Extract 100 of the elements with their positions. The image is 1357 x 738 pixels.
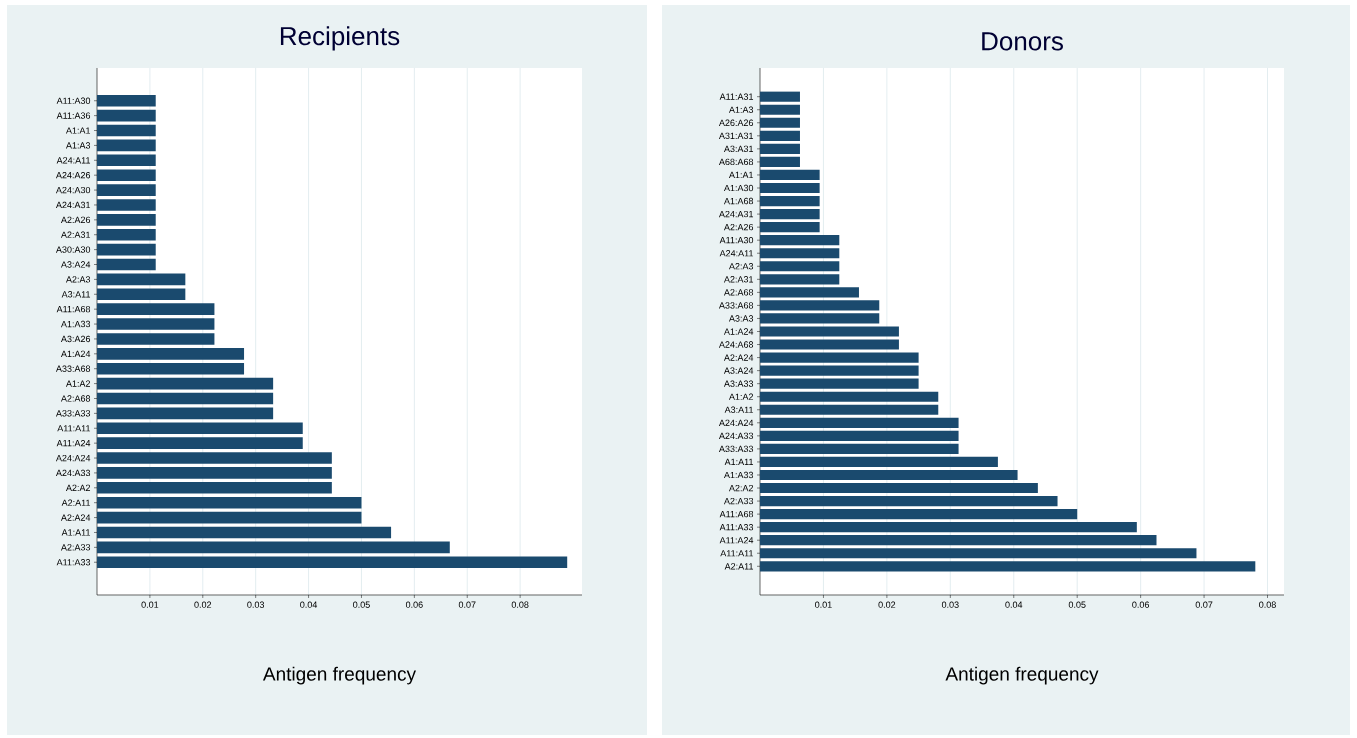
bar [760,91,800,102]
y-tick-label: A2:A33 [723,497,754,505]
y-tick-label: A11:A31 [719,93,754,100]
y-tick-label: A33:A33 [55,410,91,417]
x-tick-label: 0.07 [458,601,476,608]
y-tick-label: A31:A31 [718,132,754,140]
y-tick-label: A3:A11 [724,406,754,413]
y-tick-label: A2:A3 [728,263,754,270]
y-tick-label: A3:A11 [61,291,91,298]
y-tick-label: A33:A33 [718,445,754,453]
y-tick-label: A1:A33 [723,471,754,479]
bar [760,469,1018,481]
bar [760,117,800,128]
y-tick-label: A1:A30 [723,184,754,192]
y-tick-label: A11:A30 [719,236,754,244]
x-tick-label: 0.02 [194,601,212,608]
y-tick-label: A24:A33 [55,469,91,477]
y-tick-label: A2:A26 [60,216,91,224]
bar [97,124,156,137]
y-tick-label: A1:A1 [728,171,754,179]
x-tick-label: 0.04 [300,601,318,608]
y-tick-label: A33:A68 [55,365,91,372]
x-tick-label: 0.01 [815,601,832,608]
y-tick-label: A2:A2 [65,484,91,491]
y-tick-label: A24:A30 [55,186,91,194]
bar [97,392,274,405]
bar [97,303,215,315]
y-tick-label: A1:A24 [60,350,91,357]
y-tick-label: A11:A24 [56,440,91,447]
x-tick-label: 0.07 [1195,601,1213,608]
x-tick-label: 0.05 [1068,601,1086,608]
y-tick-label: A2:A24 [60,514,91,521]
x-axis-title: Antigen frequency [262,666,417,685]
bar [760,287,859,298]
bar [760,182,820,194]
y-tick-label: A11:A68 [56,305,91,313]
y-tick-label: A2:A11 [724,563,754,570]
y-tick-label: A1:A24 [723,328,754,335]
y-tick-label: A3:A31 [723,145,754,153]
bar [760,130,800,141]
y-tick-label: A30:A30 [55,246,91,253]
y-tick-label: A68:A68 [718,158,754,166]
y-tick-label: A3:A24 [723,367,754,374]
bar [97,109,156,122]
y-tick-label: A24:A11 [719,250,754,257]
y-tick-label: A3:A24 [60,261,91,268]
y-tick-label: A33:A68 [718,302,754,309]
y-tick-label: A11:A24 [719,537,754,544]
y-tick-label: A1:A2 [728,393,754,400]
bar [97,184,156,196]
bar [760,300,880,311]
y-tick-label: A1:A1 [65,127,91,134]
y-tick-label: A11:A11 [720,550,754,557]
bar [760,274,840,285]
bar [97,288,186,301]
bar [760,248,840,259]
bar [97,407,274,420]
y-tick-label: A24:A24 [55,454,91,462]
bar [760,495,1058,507]
bar [760,313,880,324]
bar [97,467,332,479]
bar [760,156,800,167]
x-tick-label: 0.08 [1259,601,1276,608]
x-tick-label: 0.03 [941,601,959,608]
y-tick-label: A1:A3 [65,142,91,149]
bar [760,352,919,363]
bar [760,417,959,428]
y-tick-label: A11:A33 [56,559,91,566]
y-tick-label: A11:A11 [57,425,91,432]
bar [760,522,1137,533]
y-tick-label: A24:A33 [718,432,754,440]
y-tick-label: A2:A24 [723,354,754,361]
y-tick-label: A3:A33 [723,380,754,387]
y-tick-label: A2:A31 [723,276,754,283]
bar [97,437,303,449]
x-tick-label: 0.06 [1132,601,1149,608]
y-tick-label: A11:A36 [56,112,91,119]
bar [97,258,156,271]
bar [97,452,332,464]
y-tick-label: A24:A31 [55,201,91,209]
y-tick-label: A2:A68 [60,395,91,402]
x-tick-label: 0.05 [353,601,370,608]
bar [97,348,245,360]
x-tick-label: 0.02 [878,601,896,608]
y-tick-label: A2:A3 [65,276,91,283]
bar [97,556,568,569]
y-tick-label: A3:A26 [60,335,91,343]
bar [760,143,800,154]
bar [760,443,959,454]
bar [760,104,800,115]
x-tick-label: 0.08 [511,601,529,608]
bar [97,422,303,435]
bar [97,541,450,554]
bar [97,154,156,167]
y-tick-label: A24:A26 [55,171,91,179]
y-tick-label: A2:A11 [61,499,91,506]
bar [760,365,919,376]
bar [760,509,1078,520]
y-tick-label: A1:A68 [723,197,754,205]
bar [97,333,215,345]
